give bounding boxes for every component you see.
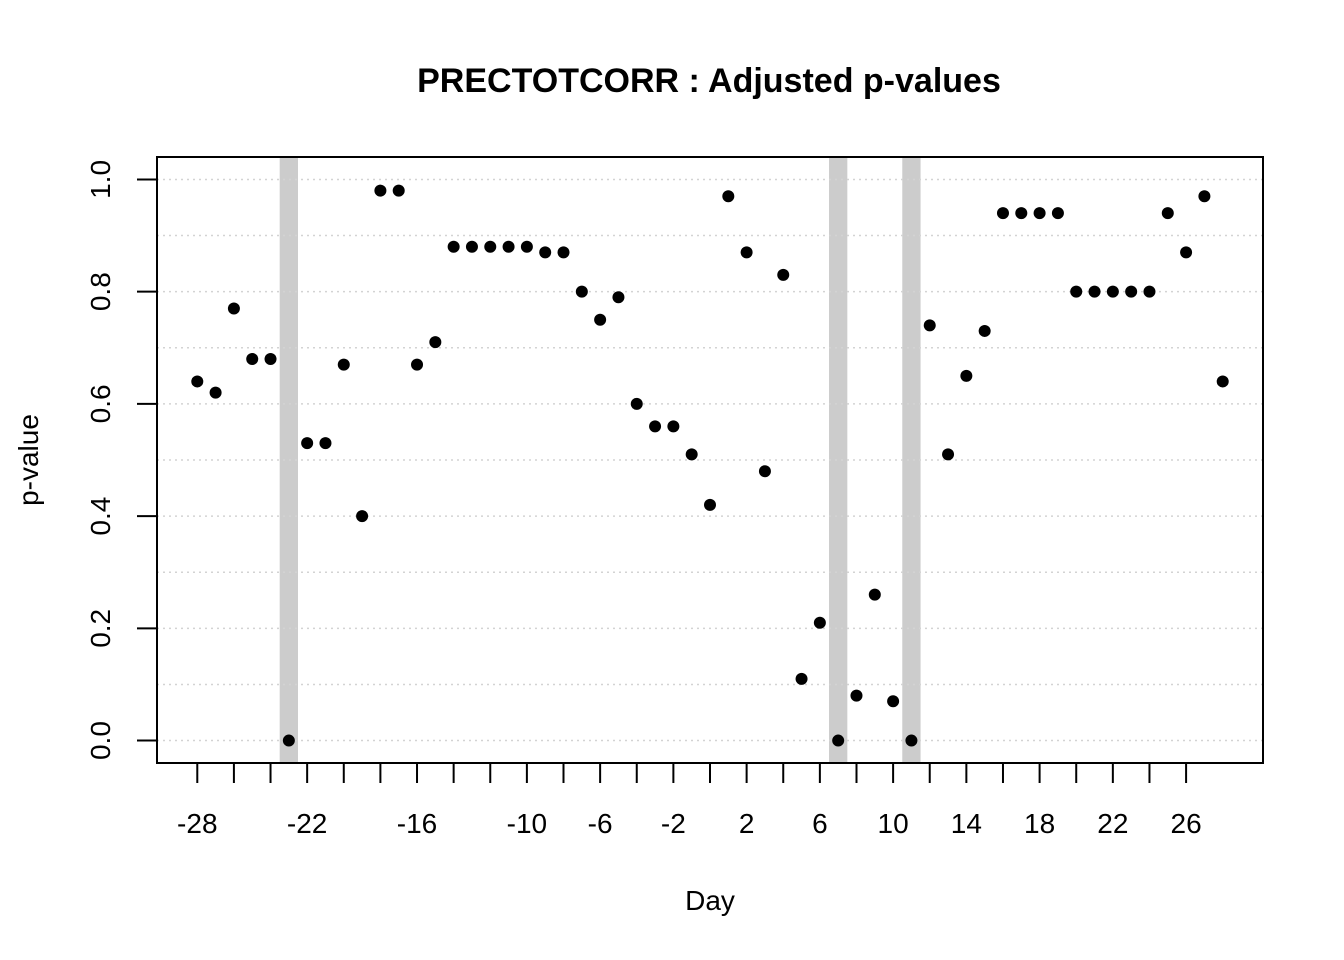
- data-point: [246, 353, 259, 365]
- data-point: [1106, 285, 1119, 298]
- data-point: [447, 240, 460, 253]
- data-point: [722, 190, 735, 203]
- data-point: [630, 397, 643, 410]
- x-tick-label: -6: [588, 808, 613, 839]
- data-point: [923, 319, 936, 332]
- data-point: [209, 386, 222, 399]
- x-axis: -28 -22 -16 -10 -6 -2 2 6 10 14 18 22 26: [177, 763, 1202, 839]
- data-point: [832, 734, 845, 747]
- data-point: [575, 285, 588, 298]
- data-point: [667, 420, 680, 433]
- data-point: [1216, 375, 1229, 388]
- data-point: [1180, 246, 1193, 259]
- data-point: [758, 465, 771, 478]
- data-point: [795, 672, 808, 685]
- data-point: [868, 588, 881, 601]
- data-point: [282, 734, 295, 747]
- data-point: [978, 324, 991, 337]
- x-tick-label: 6: [812, 808, 828, 839]
- data-point: [520, 240, 533, 253]
- x-axis-label: Day: [685, 885, 735, 916]
- x-tick-label: 14: [951, 808, 982, 839]
- data-point: [850, 689, 863, 702]
- x-tick-label: 18: [1024, 808, 1055, 839]
- data-point: [1088, 285, 1101, 298]
- data-point: [1070, 285, 1083, 298]
- data-point: [557, 246, 570, 259]
- y-tick-label: 0.0: [85, 721, 116, 760]
- data-point: [740, 246, 753, 259]
- highlight-bands: [279, 157, 921, 763]
- data-point: [704, 498, 716, 511]
- highlight-band: [902, 157, 921, 763]
- data-point: [356, 510, 369, 523]
- data-point: [484, 240, 497, 253]
- data-point: [411, 358, 424, 371]
- highlight-band: [279, 157, 298, 763]
- data-point: [1143, 285, 1156, 298]
- data-point: [392, 184, 405, 197]
- x-tick-label: -28: [177, 808, 217, 839]
- x-tick-label: 10: [878, 808, 909, 839]
- data-point: [191, 375, 204, 388]
- data-point: [649, 420, 662, 433]
- data-point: [960, 369, 973, 382]
- y-tick-label: 0.6: [85, 384, 116, 423]
- chart-title: PRECTOTCORR : Adjusted p-values: [417, 62, 1001, 100]
- x-tick-label: -10: [507, 808, 547, 839]
- data-point: [1015, 207, 1028, 220]
- y-tick-label: 0.8: [85, 272, 116, 311]
- data-point: [539, 246, 552, 259]
- x-tick-label: 26: [1171, 808, 1202, 839]
- data-point: [887, 695, 900, 708]
- data-point: [1125, 285, 1138, 298]
- data-point: [594, 313, 607, 326]
- data-point: [1033, 207, 1046, 220]
- data-point: [1198, 190, 1211, 203]
- data-point: [227, 302, 240, 315]
- x-tick-label: -22: [287, 808, 327, 839]
- data-point: [264, 353, 277, 365]
- y-tick-label: 0.2: [85, 609, 116, 648]
- data-point: [813, 616, 826, 629]
- data-point: [777, 268, 790, 281]
- y-axis: 0.0 0.2 0.4 0.6 0.8 1.0: [85, 160, 157, 760]
- data-point: [337, 358, 350, 371]
- data-point: [612, 291, 625, 304]
- data-point: [905, 734, 918, 747]
- data-point: [502, 240, 515, 253]
- y-tick-label: 1.0: [85, 160, 116, 199]
- data-point: [301, 437, 314, 450]
- x-tick-label: -16: [397, 808, 437, 839]
- data-point: [429, 336, 442, 349]
- data-points: [191, 184, 1229, 747]
- data-point: [685, 448, 698, 461]
- y-axis-label: p-value: [13, 414, 44, 506]
- highlight-band: [829, 157, 848, 763]
- x-tick-label: 22: [1097, 808, 1128, 839]
- data-point: [1051, 207, 1064, 220]
- data-point: [465, 240, 478, 253]
- x-tick-label: -2: [661, 808, 686, 839]
- grid-lines: [157, 178, 1263, 742]
- data-point: [374, 184, 387, 197]
- data-point: [1161, 207, 1174, 220]
- data-point: [942, 448, 955, 461]
- data-point: [319, 437, 332, 450]
- y-tick-label: 0.4: [85, 497, 116, 536]
- x-tick-label: 2: [739, 808, 755, 839]
- data-point: [996, 207, 1009, 220]
